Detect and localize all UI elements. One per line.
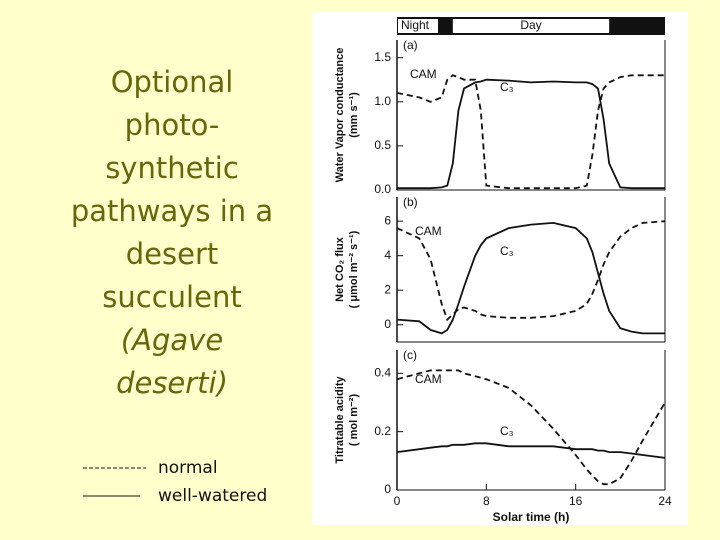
panel-label: (a)	[403, 38, 418, 52]
slide-title-line: pathways in a	[71, 194, 273, 228]
y-axis-title: ( mol m⁻²)	[348, 394, 360, 447]
y-tick-label: 0	[384, 317, 391, 331]
figure-background	[312, 12, 688, 525]
y-tick-label: 0.5	[374, 138, 391, 152]
slide-title-line: succulent	[102, 280, 241, 314]
night-label: Night	[401, 18, 430, 32]
series-label: C₃	[500, 244, 514, 258]
y-tick-label: 0.0	[374, 182, 391, 196]
y-tick-label: 4	[384, 248, 391, 262]
series-label: CAM	[415, 372, 442, 386]
panel-label: (c)	[403, 348, 417, 362]
x-tick-label: 16	[569, 494, 583, 508]
slide-title-line: desert	[126, 237, 219, 271]
day-box	[452, 19, 610, 33]
panel-label: (b)	[403, 195, 418, 209]
y-tick-label: 1.0	[374, 94, 391, 108]
slide-title-line: synthetic	[105, 151, 239, 185]
series-line	[396, 221, 665, 335]
legend-label: well-watered	[158, 486, 267, 506]
day-label: Day	[520, 18, 541, 32]
y-tick-label: 1.5	[374, 50, 391, 64]
y-axis-title: Net CO₂ flux	[334, 236, 346, 302]
slide-title-line: photo-	[125, 108, 220, 142]
y-tick-label: 0.4	[374, 366, 391, 380]
legend-label: normal	[158, 458, 218, 478]
y-tick-label: 6	[384, 213, 391, 227]
y-axis-title: Titratable acidity	[334, 376, 346, 464]
series-label: C₃	[500, 424, 514, 438]
figure: (a) 0.0 0.5 1.0 1.5 Water Vapor conductance (m…	[334, 17, 672, 524]
series-label: CAM	[410, 67, 437, 81]
y-axis-title: (mm s⁻¹)	[348, 92, 360, 138]
slide-title-line: (Agave	[121, 323, 223, 357]
night-box	[398, 19, 438, 33]
slide-title-line: Optional	[111, 65, 234, 99]
x-tick-label: 24	[658, 494, 672, 508]
y-axis-title: ( μmol m⁻² s⁻¹)	[348, 230, 360, 308]
series-label: C₃	[500, 80, 514, 94]
x-tick-label: 8	[483, 494, 490, 508]
y-tick-label: 2	[384, 282, 391, 296]
series-line	[396, 74, 665, 190]
series-line	[396, 369, 666, 486]
y-tick-label: 0.2	[374, 424, 391, 438]
series-line	[396, 442, 666, 459]
series-line	[397, 78, 665, 190]
y-axis-title: Water Vapor conductance	[334, 48, 346, 183]
x-axis-title: Solar time (h)	[493, 510, 570, 524]
series-label: CAM	[415, 224, 442, 238]
x-tick-label: 0	[394, 494, 401, 508]
slide-title-line: deserti)	[116, 366, 228, 400]
y-tick-label: 0	[384, 482, 391, 496]
